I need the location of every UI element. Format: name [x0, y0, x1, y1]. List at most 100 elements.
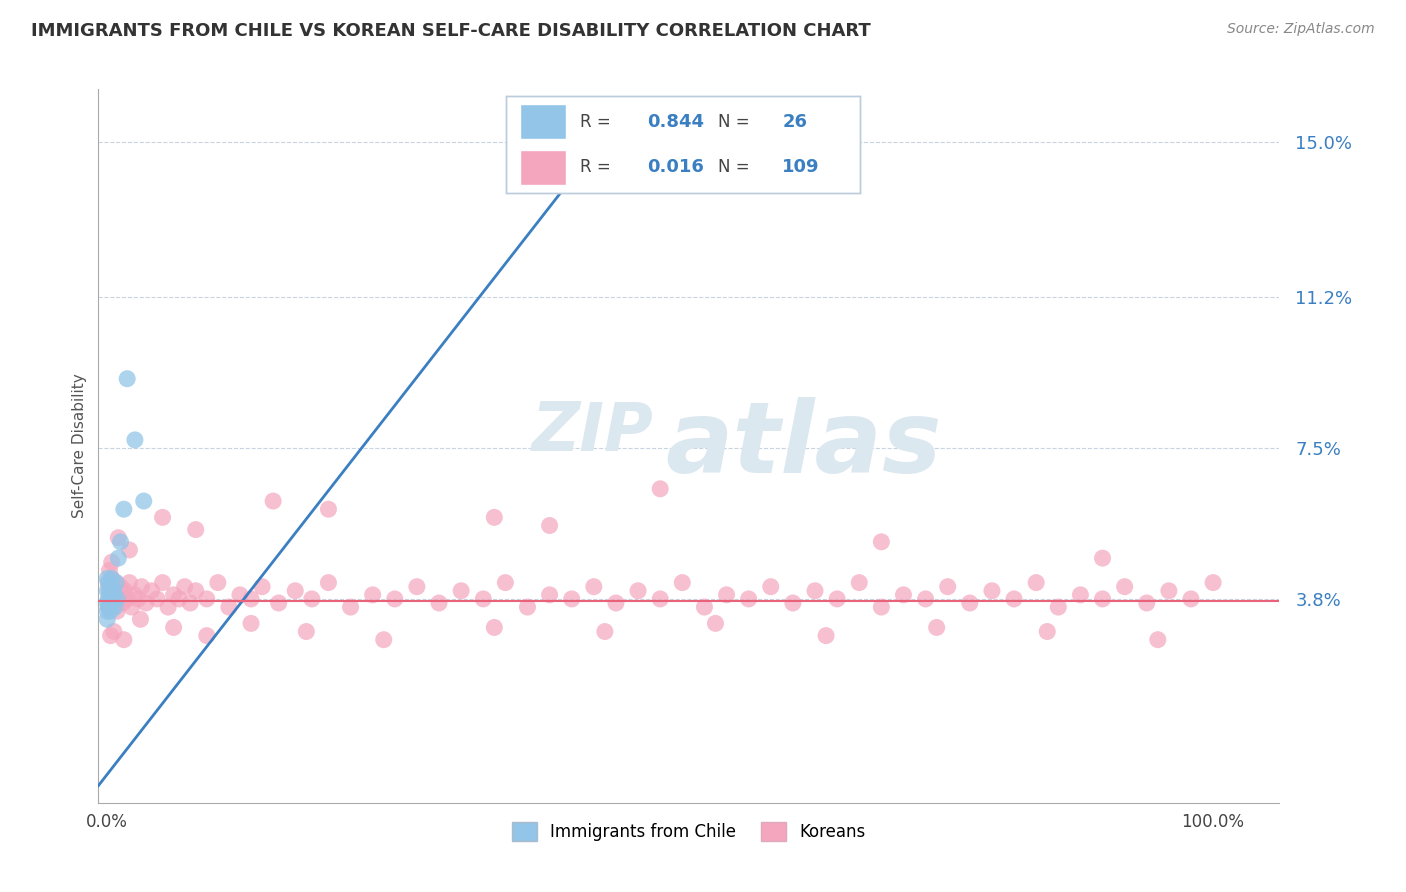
Point — [1114, 580, 1136, 594]
Point — [240, 591, 263, 606]
Point — [848, 575, 870, 590]
Point — [650, 591, 672, 606]
Point — [105, 575, 128, 590]
Text: ZIP: ZIP — [531, 399, 654, 465]
Point — [100, 572, 122, 586]
Point — [693, 600, 716, 615]
Point — [737, 591, 759, 606]
Text: IMMIGRANTS FROM CHILE VS KOREAN SELF-CARE DISABILITY CORRELATION CHART: IMMIGRANTS FROM CHILE VS KOREAN SELF-CAR… — [31, 22, 870, 40]
Point — [870, 600, 893, 615]
Point — [97, 575, 120, 590]
Point — [97, 591, 120, 606]
Point — [104, 600, 127, 615]
Point — [107, 531, 129, 545]
Point — [101, 600, 124, 615]
Point — [538, 588, 561, 602]
Point — [207, 575, 229, 590]
Point — [114, 583, 136, 598]
Point — [98, 583, 121, 598]
Point — [494, 575, 516, 590]
Point — [103, 624, 125, 639]
Point — [472, 591, 495, 606]
Point — [804, 583, 827, 598]
Point — [267, 596, 290, 610]
Point — [250, 580, 273, 594]
Point — [167, 591, 190, 606]
Point — [716, 588, 738, 602]
Point — [162, 588, 184, 602]
Point — [301, 591, 323, 606]
Point — [105, 575, 128, 590]
Point — [427, 596, 450, 610]
Point — [100, 555, 122, 569]
Point — [121, 600, 143, 615]
Point — [132, 494, 155, 508]
Point — [184, 583, 207, 598]
Point — [936, 580, 959, 594]
Point — [97, 600, 120, 615]
Point — [115, 591, 138, 606]
Point — [914, 591, 936, 606]
Point — [179, 596, 201, 610]
Point — [1202, 575, 1225, 590]
Point — [100, 604, 122, 618]
Point — [124, 588, 146, 602]
Point — [131, 580, 153, 594]
Point — [103, 583, 125, 598]
Point — [373, 632, 395, 647]
Point — [893, 588, 915, 602]
Point — [815, 629, 838, 643]
Point — [152, 575, 174, 590]
Point — [103, 583, 125, 598]
Point — [184, 523, 207, 537]
Point — [318, 575, 340, 590]
Point — [450, 583, 472, 598]
Point — [925, 620, 948, 634]
Point — [173, 580, 195, 594]
Point — [115, 372, 138, 386]
Point — [704, 616, 727, 631]
Point — [1002, 591, 1025, 606]
Point — [100, 572, 122, 586]
Point — [650, 482, 672, 496]
Point — [96, 572, 118, 586]
Point — [516, 600, 538, 615]
Point — [100, 596, 122, 610]
Point — [118, 575, 141, 590]
Point — [96, 604, 118, 618]
Point — [981, 583, 1004, 598]
Point — [124, 433, 146, 447]
Point — [101, 591, 124, 606]
Point — [782, 596, 804, 610]
Point — [959, 596, 981, 610]
Text: Source: ZipAtlas.com: Source: ZipAtlas.com — [1227, 22, 1375, 37]
Point — [1036, 624, 1059, 639]
Point — [157, 600, 180, 615]
Point — [339, 600, 361, 615]
Point — [593, 624, 616, 639]
Point — [97, 600, 120, 615]
Point — [1146, 632, 1168, 647]
Point — [96, 596, 118, 610]
Point — [484, 510, 506, 524]
Point — [98, 591, 121, 606]
Point — [100, 588, 122, 602]
Point — [195, 629, 218, 643]
Point — [100, 580, 122, 594]
Point — [110, 534, 132, 549]
Point — [1047, 600, 1070, 615]
Y-axis label: Self-Care Disability: Self-Care Disability — [72, 374, 87, 518]
Point — [1136, 596, 1159, 610]
Point — [96, 612, 118, 626]
Point — [98, 583, 121, 598]
Point — [98, 563, 121, 577]
Point — [870, 534, 893, 549]
Point — [112, 632, 135, 647]
Point — [262, 494, 284, 508]
Point — [107, 591, 129, 606]
Point — [229, 588, 252, 602]
Point — [1180, 591, 1202, 606]
Point — [484, 620, 506, 634]
Point — [96, 583, 118, 598]
Point — [104, 591, 127, 606]
